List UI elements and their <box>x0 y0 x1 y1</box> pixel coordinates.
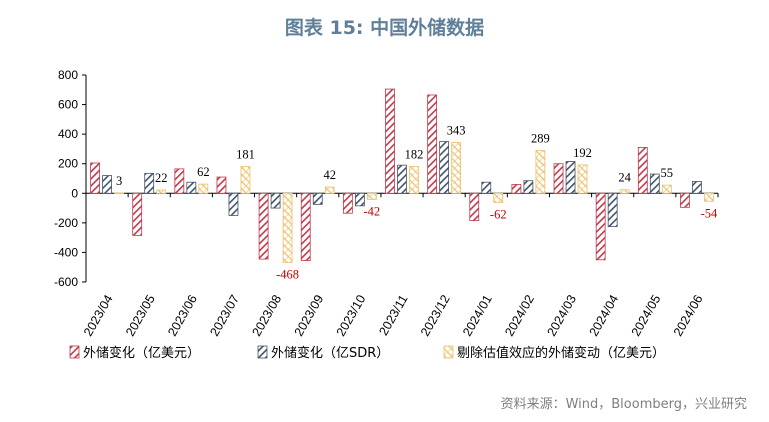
bar-series-1 <box>680 192 690 208</box>
bar-series-3 <box>451 142 462 194</box>
bar-series-2 <box>354 192 365 207</box>
bar-series-2 <box>607 192 618 227</box>
bar-series-2 <box>228 192 239 216</box>
bar-series-3 <box>493 192 504 203</box>
x-tick-label: 2023/05 <box>123 292 158 338</box>
bar-series-3 <box>114 192 124 195</box>
data-label: -468 <box>276 267 299 281</box>
legend-swatch-2 <box>257 345 268 359</box>
bar-series-2 <box>312 192 323 205</box>
bar-series-1 <box>637 147 648 194</box>
bar-series-2 <box>649 173 660 194</box>
data-label: 22 <box>155 171 168 185</box>
data-label: 3 <box>116 174 122 188</box>
x-tick-label: 2023/09 <box>292 292 327 338</box>
data-label: -54 <box>701 206 718 220</box>
bar-series-2 <box>439 141 450 194</box>
bar-series-2 <box>186 181 197 194</box>
y-tick-label: -600 <box>54 275 78 289</box>
bar-series-2 <box>270 192 281 209</box>
x-tick-label: 2024/01 <box>460 292 495 338</box>
bar-series-1 <box>300 192 311 261</box>
bar-series-1 <box>90 162 100 194</box>
bar-series-2 <box>102 175 112 194</box>
chart-title: 图表 15: 中国外储数据 <box>284 17 485 39</box>
bar-series-3 <box>240 166 251 194</box>
y-tick-label: 200 <box>58 157 78 171</box>
legend-swatch-3 <box>443 345 454 359</box>
y-tick-label: 600 <box>58 98 78 112</box>
bar-series-3 <box>324 186 335 194</box>
bar-series-2 <box>397 164 407 194</box>
x-tick-label: 2024/02 <box>502 292 537 338</box>
bar-series-2 <box>523 180 534 194</box>
data-label: 24 <box>618 171 631 185</box>
x-tick-label: 2023/08 <box>249 292 284 338</box>
data-label: -62 <box>490 207 507 221</box>
data-label: -42 <box>364 204 381 218</box>
bar-series-3 <box>282 192 293 263</box>
bar-series-1 <box>258 192 269 260</box>
legend-label-3: 剔除估值效应的外储变动（亿美元） <box>457 345 665 361</box>
bar-series-1 <box>553 163 564 194</box>
data-label: 289 <box>531 132 550 146</box>
x-tick-label: 2023/12 <box>418 292 453 338</box>
bar-series-2 <box>692 181 702 194</box>
bar-series-3 <box>366 192 377 200</box>
y-tick-label: -400 <box>54 245 78 259</box>
bar-series-1 <box>511 184 522 194</box>
y-tick-label: 800 <box>58 68 78 82</box>
x-tick-label: 2024/06 <box>671 292 706 338</box>
legend-label-1: 外储变化（亿美元） <box>83 345 200 361</box>
x-tick-label: 2023/06 <box>165 292 200 338</box>
bar-series-1 <box>469 192 480 222</box>
data-labels: 3 22 62 181 -468 42 -42 182 343 -62 289 192 24 55 -54 <box>116 124 718 282</box>
bar-series-3 <box>704 192 714 202</box>
bars <box>90 88 714 263</box>
x-tick-label: 2023/11 <box>376 292 410 337</box>
y-tick-label: 0 <box>71 186 78 200</box>
bar-series-2 <box>144 172 155 194</box>
data-label: 182 <box>405 147 424 161</box>
bar-series-3 <box>661 184 672 194</box>
x-tick-label: 2024/05 <box>629 292 664 338</box>
bar-series-1 <box>342 192 353 214</box>
data-label: 192 <box>573 146 592 160</box>
x-tick-label: 2024/04 <box>587 292 622 338</box>
x-tick-label: 2023/04 <box>81 292 116 338</box>
bar-series-3 <box>409 165 419 194</box>
x-tick-label: 2023/10 <box>334 292 369 338</box>
data-label: 343 <box>447 124 466 138</box>
data-label: 62 <box>197 165 210 179</box>
x-tick-label: 2023/07 <box>207 292 242 338</box>
x-tick-label: 2024/03 <box>544 292 579 338</box>
data-label: 42 <box>323 168 336 182</box>
bar-series-2 <box>565 161 576 194</box>
y-tick-label: 400 <box>58 127 78 141</box>
y-tick-label: -200 <box>54 216 78 230</box>
bar-series-2 <box>481 181 492 194</box>
data-label: 55 <box>661 166 674 180</box>
bar-series-1 <box>595 192 606 261</box>
bar-series-1 <box>385 88 395 194</box>
legend-swatch-1 <box>69 345 80 359</box>
data-label: 181 <box>236 148 255 162</box>
legend: 外储变化（亿美元） 外储变化（亿SDR） 剔除估值效应的外储变动（亿美元） <box>69 345 665 361</box>
bar-series-3 <box>535 150 546 194</box>
bar-series-3 <box>577 164 588 194</box>
bar-series-1 <box>216 176 227 194</box>
source-note: 资料来源：Wind，Bloomberg，兴业研究 <box>500 397 747 412</box>
legend-label-2: 外储变化（亿SDR） <box>271 345 389 361</box>
bar-series-3 <box>198 183 209 194</box>
bar-series-1 <box>174 168 185 194</box>
bar-series-3 <box>156 189 167 194</box>
bar-series-3 <box>619 189 630 194</box>
bar-series-1 <box>427 94 438 194</box>
bar-series-1 <box>132 192 143 236</box>
